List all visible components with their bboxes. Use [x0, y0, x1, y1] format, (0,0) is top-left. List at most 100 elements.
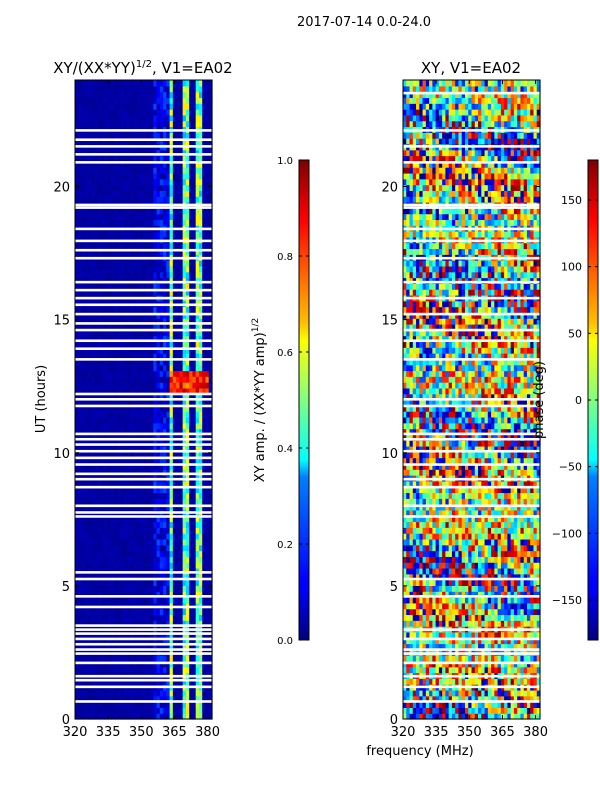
heatmap-cell [94, 515, 99, 523]
heatmap-cell [117, 109, 122, 116]
heatmap-cell [159, 428, 164, 435]
heatmap-cell [179, 161, 184, 168]
heatmap-cell [88, 248, 92, 255]
heatmap-cell [172, 486, 177, 494]
heatmap-cell [146, 701, 151, 708]
heatmap-cell [117, 608, 122, 616]
heatmap-cell [185, 562, 190, 569]
heatmap-cell [78, 207, 83, 215]
heatmap-cell [179, 521, 184, 528]
heatmap-cell [526, 689, 531, 697]
heatmap-cell [140, 231, 145, 238]
heatmap-cell [104, 550, 109, 557]
heatmap-cell [146, 643, 151, 650]
heatmap-cell [97, 260, 102, 267]
heatmap-cell [110, 597, 115, 604]
heatmap-cell [156, 556, 161, 563]
heatmap-cell [110, 120, 115, 128]
heatmap-cell [159, 335, 164, 343]
heatmap-cell [114, 318, 118, 325]
heatmap-cell [192, 289, 197, 296]
heatmap-cell [202, 655, 207, 662]
data-gap [75, 504, 212, 508]
heatmap-cell [481, 713, 486, 720]
heatmap-cell [75, 120, 79, 128]
heatmap-cell [88, 562, 92, 569]
heatmap-cell [130, 457, 135, 464]
heatmap-cell [104, 271, 109, 279]
heatmap-cell [150, 521, 154, 528]
heatmap-cell [156, 109, 161, 116]
heatmap-cell [169, 167, 174, 174]
heatmap-cell [150, 428, 154, 435]
heatmap-cell [123, 689, 128, 697]
heatmap-cell [159, 707, 164, 714]
heatmap-cell [189, 579, 194, 586]
heatmap-cell [202, 196, 207, 203]
heatmap-cell [127, 289, 132, 296]
heatmap-cell [91, 533, 96, 540]
heatmap-cell [409, 701, 414, 708]
heatmap-cell [101, 329, 105, 337]
heatmap-cell [136, 306, 141, 313]
heatmap-cell [166, 103, 171, 110]
heatmap-cell [179, 393, 184, 401]
heatmap-cell [107, 713, 112, 720]
heatmap-cell [179, 689, 184, 697]
heatmap-cell [189, 80, 194, 87]
heatmap-cell [185, 556, 190, 563]
heatmap-cell [195, 80, 200, 87]
heatmap-cell [205, 393, 210, 401]
heatmap-cell [163, 219, 167, 226]
heatmap-cell [150, 120, 154, 128]
heatmap-cell [78, 556, 83, 563]
heatmap-cell [412, 701, 417, 708]
heatmap-cell [192, 283, 197, 290]
heatmap-cell [530, 707, 535, 714]
heatmap-cell [484, 701, 489, 708]
heatmap-cell [146, 504, 151, 511]
heatmap-cell [471, 713, 476, 720]
heatmap-cell [195, 271, 200, 279]
heatmap-cell [101, 597, 105, 604]
heatmap-cell [84, 573, 89, 581]
heatmap-cell [202, 248, 207, 255]
heatmap-cell [143, 393, 148, 401]
heatmap-cell [94, 318, 99, 325]
heatmap-cell [123, 277, 128, 284]
heatmap-cell [163, 533, 167, 540]
heatmap-cell [179, 364, 184, 372]
heatmap-cell [159, 666, 164, 674]
heatmap-cell [182, 399, 187, 406]
heatmap-cell [110, 527, 115, 534]
heatmap-cell [195, 620, 200, 627]
heatmap-cell [163, 399, 167, 406]
heatmap-cell [143, 85, 148, 93]
heatmap-cell [179, 585, 184, 592]
heatmap-cell [179, 620, 184, 627]
heatmap-cell [458, 713, 463, 720]
heatmap-cell [78, 620, 83, 627]
heatmap-cell [176, 213, 180, 221]
heatmap-cell [104, 527, 109, 534]
heatmap-cell [143, 312, 148, 319]
heatmap-cell [91, 283, 96, 290]
heatmap-cell [189, 120, 194, 128]
heatmap-cell [163, 103, 167, 110]
heatmap-cell [192, 312, 197, 319]
heatmap-cell [107, 358, 112, 366]
heatmap-cell [104, 382, 109, 389]
heatmap-cell [97, 666, 102, 674]
heatmap-cell [114, 515, 118, 523]
heatmap-cell [133, 353, 138, 360]
heatmap-cell [130, 155, 135, 162]
heatmap-cell [208, 85, 213, 93]
heatmap-cell [422, 701, 427, 708]
heatmap-cell [130, 422, 135, 430]
heatmap-cell [110, 161, 115, 168]
heatmap-cell [78, 109, 83, 116]
heatmap-cell [101, 556, 105, 563]
heatmap-cell [88, 149, 92, 157]
heatmap-cell [88, 538, 92, 546]
heatmap-cell [130, 353, 135, 360]
